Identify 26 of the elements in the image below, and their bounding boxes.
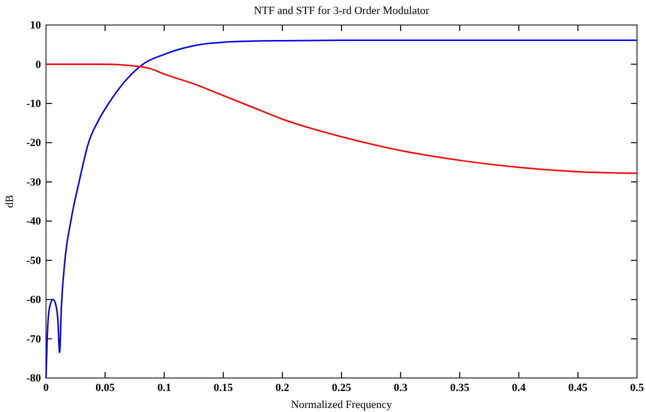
x-tick-label: 0.2 [276, 382, 290, 394]
x-axis-title: Normalized Frequency [290, 399, 393, 411]
x-tick-label: 0.45 [568, 382, 588, 394]
x-tick-label: 0.4 [512, 382, 526, 394]
y-axis-title: dB [4, 195, 16, 208]
y-tick-label: -80 [26, 372, 42, 385]
y-tick-label: -60 [26, 294, 42, 306]
y-tick-label: -70 [26, 333, 42, 346]
x-tick-label: 0.15 [214, 382, 234, 394]
line-series [45, 63, 638, 174]
chart-title: NTF and STF for 3-rd Order Modulator [254, 5, 430, 17]
y-tick-label: -50 [26, 254, 42, 267]
y-tick-label: -40 [26, 216, 42, 228]
x-tick-label: 0.5 [630, 382, 644, 394]
x-tick-label: 0.25 [332, 382, 352, 394]
y-tick-label: -30 [26, 176, 42, 188]
x-tick-label: 0 [43, 382, 50, 394]
x-tick-label: 0.05 [95, 382, 116, 394]
y-tick-label: 10 [30, 20, 42, 32]
x-tick-label: 0.3 [394, 382, 408, 394]
x-tick-label: 0.1 [157, 382, 172, 394]
x-tick-label: 0.35 [450, 382, 470, 394]
line-series [45, 40, 638, 379]
y-tick-label: -10 [26, 98, 42, 110]
y-tick-label: 0 [36, 58, 42, 71]
y-tick-label: -20 [26, 137, 42, 150]
